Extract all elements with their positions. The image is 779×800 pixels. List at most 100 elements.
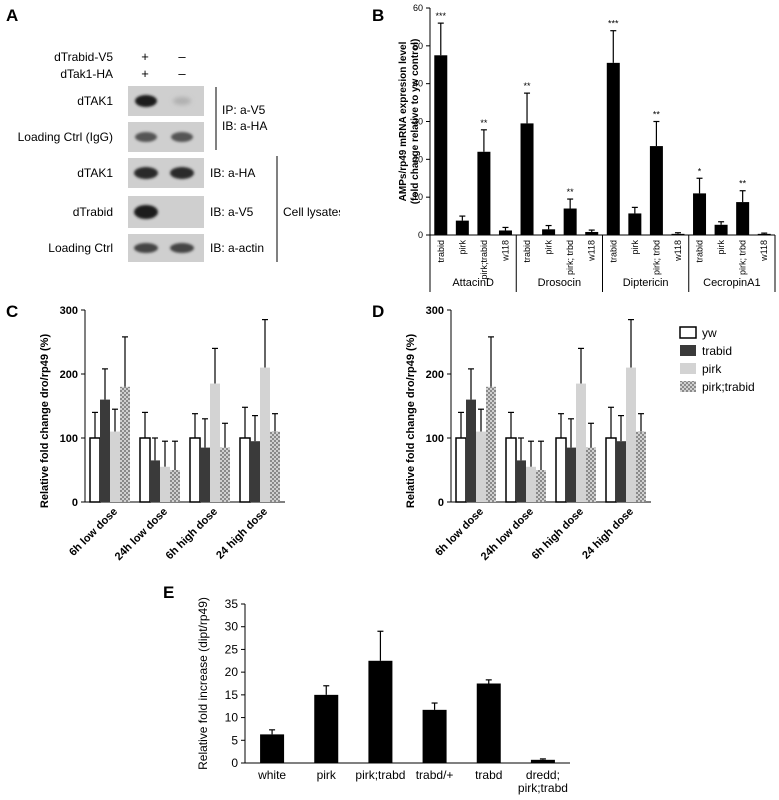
c-ytick-label-3: 300: [60, 305, 78, 317]
ip-ib-label: IB: a-HA: [222, 119, 267, 133]
b-ytick-label-4: 40: [413, 79, 423, 89]
b-cat-label-2-0: trabid: [608, 240, 618, 263]
condition-label-1: dTak1-HA: [60, 67, 113, 81]
b-cat-label-0-0: trabid: [436, 240, 446, 263]
condition-lane1-1: +: [141, 66, 149, 81]
d-bar-0-3: [486, 386, 496, 502]
c-bar-2-0: [189, 437, 201, 503]
c-ylabel: Relative fold change dro/rp49 (%): [39, 334, 51, 509]
d-bar-2-1: [566, 447, 576, 502]
b-star-2-0: ***: [608, 19, 619, 29]
e-cat-label-2-0: pirk;trabd: [355, 768, 405, 782]
c-cat-label-3: 24 high dose: [214, 506, 270, 562]
e-ytick-label-4: 20: [225, 665, 239, 679]
d-bar-2-0: [555, 437, 567, 503]
b-bar-2-1: [628, 213, 642, 235]
condition-label-0: dTrabid-V5: [54, 50, 113, 64]
b-ylabel-line2: (fold change relative to yw control): [410, 39, 421, 205]
e-cat-label-4-0: trabd: [475, 768, 502, 782]
d-legend-label-0: yw: [702, 326, 717, 340]
d-legend-label-1: trabid: [702, 344, 732, 358]
d-legend-swatch-3: [680, 381, 696, 392]
e-ytick-label-6: 30: [225, 620, 239, 634]
c-bar-0-2: [110, 431, 120, 502]
e-bar-5: [530, 759, 555, 763]
panel-letter-e: E: [163, 583, 175, 602]
d-bar-1-2: [526, 466, 536, 502]
b-star-0-0: ***: [436, 11, 447, 21]
b-ytick-label-6: 60: [413, 3, 423, 13]
panel-letter-d: D: [372, 302, 385, 321]
c-ytick-label-0: 0: [72, 497, 78, 509]
b-group-label-1: Drosocin: [538, 277, 581, 289]
condition-lane1-0: +: [141, 49, 149, 64]
condition-lane2-1: –: [178, 66, 186, 81]
c-bar-2-1: [200, 447, 210, 502]
d-bar-3-3: [636, 431, 646, 502]
b-star-3-0: *: [698, 166, 702, 176]
c-bar-3-3: [270, 431, 280, 502]
d-legend-swatch-0: [679, 326, 697, 339]
blot-label-0: dTAK1: [77, 94, 113, 108]
blot-label-3: dTrabid: [73, 205, 113, 219]
e-cat-label-5-0: dredd;: [526, 768, 560, 782]
b-bar-1-3: [585, 231, 599, 235]
d-bar-1-0: [505, 437, 517, 503]
d-cat-label-0: 6h low dose: [433, 506, 486, 559]
b-cat-label-1-3: w118: [587, 240, 597, 262]
b-star-0-2: **: [480, 118, 488, 128]
b-bar-3-1: [714, 224, 728, 235]
c-bar-1-0: [139, 437, 151, 503]
b-star-1-2: **: [567, 187, 575, 197]
b-ytick-label-2: 20: [413, 154, 423, 164]
c-bar-3-1: [250, 441, 260, 502]
c-bar-3-0: [239, 437, 251, 503]
blot-label-1: Loading Ctrl (IgG): [18, 130, 113, 144]
d-cat-label-2: 6h high dose: [530, 506, 586, 562]
d-bar-0-2: [476, 431, 486, 502]
b-group-label-3: CecropinA1: [703, 277, 760, 289]
d-bar-1-1: [516, 460, 526, 502]
b-cat-label-3-2: pirk; trbd: [738, 240, 748, 275]
b-cat-label-3-3: w118: [759, 240, 769, 262]
panel-letter-a: A: [6, 6, 19, 25]
c-cat-label-1: 24h low dose: [113, 506, 170, 563]
d-legend-swatch-1: [680, 345, 696, 356]
d-legend-label-3: pirk;trabid: [702, 380, 755, 394]
b-ytick-label-5: 50: [413, 41, 423, 51]
e-cat-label-1-0: pirk: [317, 768, 337, 782]
b-cat-label-1-0: trabid: [522, 240, 532, 263]
d-bar-0-0: [455, 437, 467, 503]
b-bar-1-1: [542, 229, 556, 235]
c-bar-2-2: [210, 383, 220, 502]
b-cat-label-0-1: pirk: [457, 240, 467, 255]
e-ytick-label-0: 0: [231, 756, 238, 770]
ib-label-0: IB: a-HA: [210, 166, 255, 180]
e-ytick-label-7: 35: [225, 597, 239, 611]
chart-c: 0 100 200 300 Relative fold change dro/rp49 …: [39, 305, 285, 563]
b-bar-3-2: [736, 202, 750, 235]
e-ylabel: Relative fold increase (dipt/rp49): [196, 597, 210, 770]
b-bar-3-3: [757, 233, 771, 235]
b-cat-label-0-2: pirk;trabid: [479, 240, 489, 280]
c-bar-0-3: [120, 386, 130, 502]
b-ytick-label-3: 30: [413, 117, 423, 127]
e-bar-2: [368, 660, 393, 763]
e-cat-label-0-0: white: [257, 768, 286, 782]
d-bar-3-0: [605, 437, 617, 503]
blot-label-2: dTAK1: [77, 166, 113, 180]
c-bar-1-2: [160, 466, 170, 502]
chart-e: 0 5 10 15 20 25 30 35 Relative fold increase (di…: [196, 597, 570, 795]
e-ytick-label-3: 15: [225, 688, 239, 702]
b-ytick-label-0: 0: [418, 230, 423, 240]
b-bar-3-0: [693, 193, 707, 235]
c-bar-1-3: [170, 470, 180, 502]
d-cat-label-1: 24h low dose: [479, 506, 536, 563]
e-ytick-label-1: 5: [231, 733, 238, 747]
d-bar-0-1: [466, 399, 476, 502]
b-ytick-label-1: 10: [413, 192, 423, 202]
d-bar-2-2: [576, 383, 586, 502]
c-bar-0-1: [100, 399, 110, 502]
c-bar-3-2: [260, 367, 270, 502]
d-ytick-label-1: 100: [426, 433, 444, 445]
